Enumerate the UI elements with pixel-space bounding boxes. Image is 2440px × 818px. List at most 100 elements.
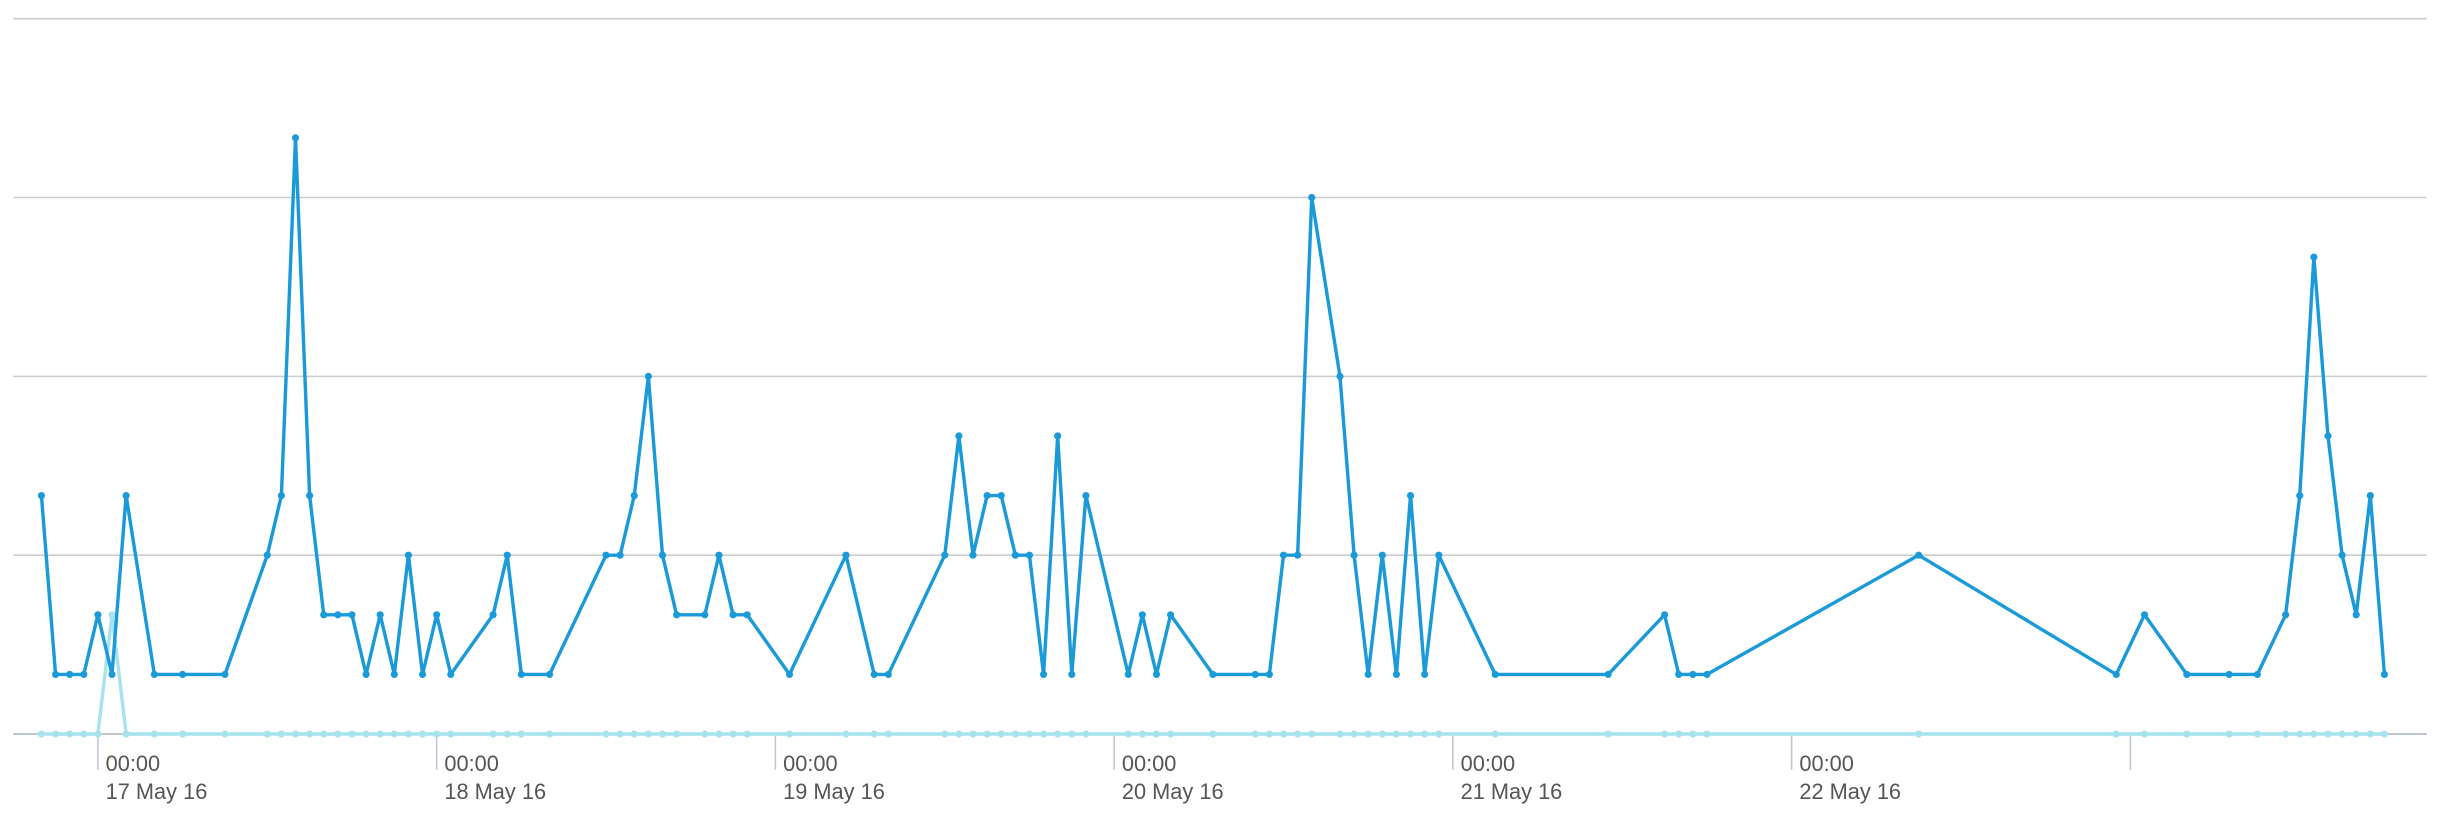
point — [1703, 670, 1711, 678]
point — [1054, 730, 1062, 738]
point — [503, 551, 511, 559]
point — [2310, 730, 2318, 738]
point — [1364, 730, 1372, 738]
x-tick-time: 00:00 — [1461, 751, 1515, 776]
point — [1011, 551, 1019, 559]
point — [404, 551, 412, 559]
point — [1350, 730, 1358, 738]
point — [80, 670, 88, 678]
point — [2366, 491, 2374, 500]
x-tick-date: 22 May 16 — [1799, 779, 1901, 804]
point — [1491, 730, 1499, 738]
point — [80, 730, 88, 738]
point — [51, 730, 60, 738]
point — [2282, 611, 2290, 619]
point — [941, 551, 949, 559]
point — [1675, 670, 1683, 678]
point — [1915, 730, 1923, 738]
point — [2324, 730, 2332, 738]
point — [51, 670, 60, 678]
x-tick-date: 20 May 16 — [1122, 779, 1224, 804]
x-tick-time: 00:00 — [783, 751, 837, 776]
point — [179, 730, 187, 738]
point — [418, 670, 427, 678]
point — [320, 611, 328, 619]
point — [673, 611, 681, 619]
point — [2183, 670, 2191, 678]
point — [644, 372, 652, 380]
point — [2282, 730, 2290, 738]
point — [1661, 611, 1669, 619]
point — [277, 730, 285, 738]
point — [1082, 730, 1090, 738]
point — [1336, 730, 1344, 738]
point — [1209, 670, 1217, 678]
point — [2352, 611, 2360, 619]
point — [489, 611, 497, 619]
point — [1364, 670, 1372, 678]
point — [630, 491, 638, 500]
point — [1661, 730, 1669, 738]
point — [390, 670, 398, 678]
point — [1124, 730, 1132, 738]
point — [1054, 432, 1062, 440]
point — [1604, 730, 1612, 738]
point — [983, 491, 991, 500]
point — [263, 551, 271, 559]
point — [941, 730, 949, 738]
point — [291, 730, 300, 738]
point — [715, 730, 723, 738]
point — [1025, 730, 1034, 738]
point — [2253, 670, 2261, 678]
point — [263, 730, 271, 738]
point — [1392, 730, 1401, 738]
point — [729, 730, 737, 738]
point — [320, 730, 328, 738]
point — [517, 670, 525, 678]
point — [108, 670, 116, 678]
point — [277, 491, 285, 500]
point — [997, 491, 1005, 500]
point — [658, 730, 667, 738]
x-tick-date: 18 May 16 — [444, 779, 546, 804]
point — [2140, 730, 2149, 738]
point — [2338, 551, 2346, 559]
point — [729, 611, 737, 619]
point — [1308, 730, 1316, 738]
x-tick-time: 00:00 — [1799, 751, 1853, 776]
point — [701, 611, 709, 619]
point — [1251, 670, 1259, 678]
point — [983, 730, 991, 738]
point — [108, 611, 116, 619]
point — [1279, 730, 1288, 738]
point — [447, 670, 455, 678]
point — [2338, 730, 2346, 738]
point — [1167, 611, 1175, 619]
point — [1689, 730, 1697, 738]
point — [221, 730, 229, 738]
point — [348, 730, 356, 738]
point — [94, 730, 102, 738]
point — [616, 551, 624, 559]
point — [701, 730, 709, 738]
point — [376, 611, 384, 619]
point — [37, 491, 46, 500]
point — [743, 730, 751, 738]
point — [503, 730, 511, 738]
point — [1336, 372, 1344, 380]
point — [2112, 730, 2120, 738]
point — [376, 730, 384, 738]
point — [1209, 730, 1217, 738]
point — [1039, 670, 1048, 678]
point — [2225, 730, 2233, 738]
point — [150, 730, 158, 738]
point — [2253, 730, 2261, 738]
point — [2352, 730, 2360, 738]
point — [2366, 730, 2374, 738]
point — [1378, 730, 1386, 738]
point — [1915, 551, 1923, 559]
point — [1124, 670, 1132, 678]
point — [1392, 670, 1401, 678]
point — [785, 670, 794, 678]
x-tick-date: 17 May 16 — [106, 779, 208, 804]
